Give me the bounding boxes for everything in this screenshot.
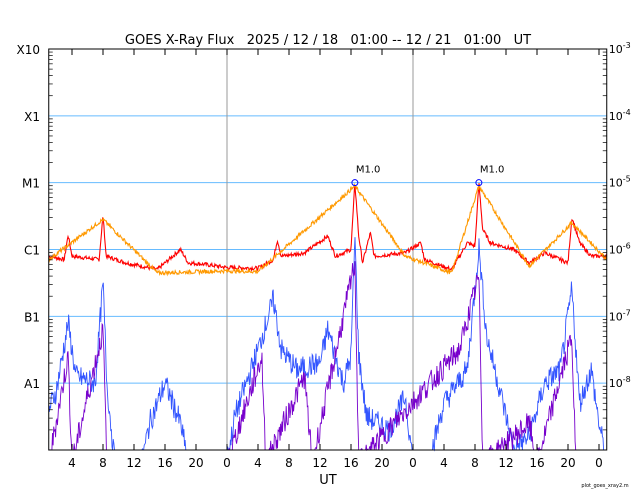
flare-label: M1.0 <box>480 165 505 176</box>
x-axis-label: UT <box>319 473 337 488</box>
x-tick-label: 20 <box>560 456 575 470</box>
x-tick-label: 12 <box>498 456 513 470</box>
x-tick-label: 8 <box>99 456 107 470</box>
series-long-secondary <box>48 182 608 277</box>
y-left-tick-label: X10 <box>17 43 41 57</box>
x-tick-label: 0 <box>409 456 417 470</box>
series-long-primary <box>48 183 607 273</box>
series-short-secondary <box>48 261 607 452</box>
y-right-tick-label: 10-7 <box>609 308 631 323</box>
series-short-primary <box>48 237 607 452</box>
y-right-tick-label: 10-6 <box>609 242 631 257</box>
footer-label: plot_goes_xray2.m <box>581 483 628 489</box>
y-left-tick-label: A1 <box>24 377 40 391</box>
x-tick-label: 4 <box>68 456 76 470</box>
x-tick-label: 8 <box>285 456 293 470</box>
x-tick-label: 20 <box>374 456 389 470</box>
x-tick-label: 12 <box>126 456 141 470</box>
y-right-tick-label: 10-3 <box>609 41 631 56</box>
x-tick-label: 16 <box>343 456 358 470</box>
flare-marker <box>351 179 359 187</box>
x-tick-label: 16 <box>529 456 544 470</box>
x-tick-label: 12 <box>312 456 327 470</box>
x-tick-label: 16 <box>157 456 172 470</box>
y-left-tick-label: C1 <box>24 244 40 258</box>
x-tick-label: 4 <box>440 456 448 470</box>
flare-marker <box>475 179 483 187</box>
y-left-tick-label: M1 <box>22 177 40 191</box>
plot-frame <box>48 48 608 451</box>
flare-label: M1.0 <box>356 165 381 176</box>
chart-title: GOES X-Ray Flux 2025 / 12 / 18 01:00 -- … <box>125 33 531 48</box>
x-tick-label: 20 <box>188 456 203 470</box>
y-right-tick-label: 10-8 <box>609 375 631 390</box>
x-tick-label: 8 <box>471 456 479 470</box>
y-left-tick-label: X1 <box>24 110 40 124</box>
y-right-tick-label: 10-5 <box>609 175 631 190</box>
x-tick-label: 4 <box>254 456 262 470</box>
x-tick-label: 0 <box>223 456 231 470</box>
x-tick-label: 0 <box>595 456 603 470</box>
y-right-tick-label: 10-4 <box>609 108 631 123</box>
y-left-tick-label: B1 <box>24 310 40 324</box>
